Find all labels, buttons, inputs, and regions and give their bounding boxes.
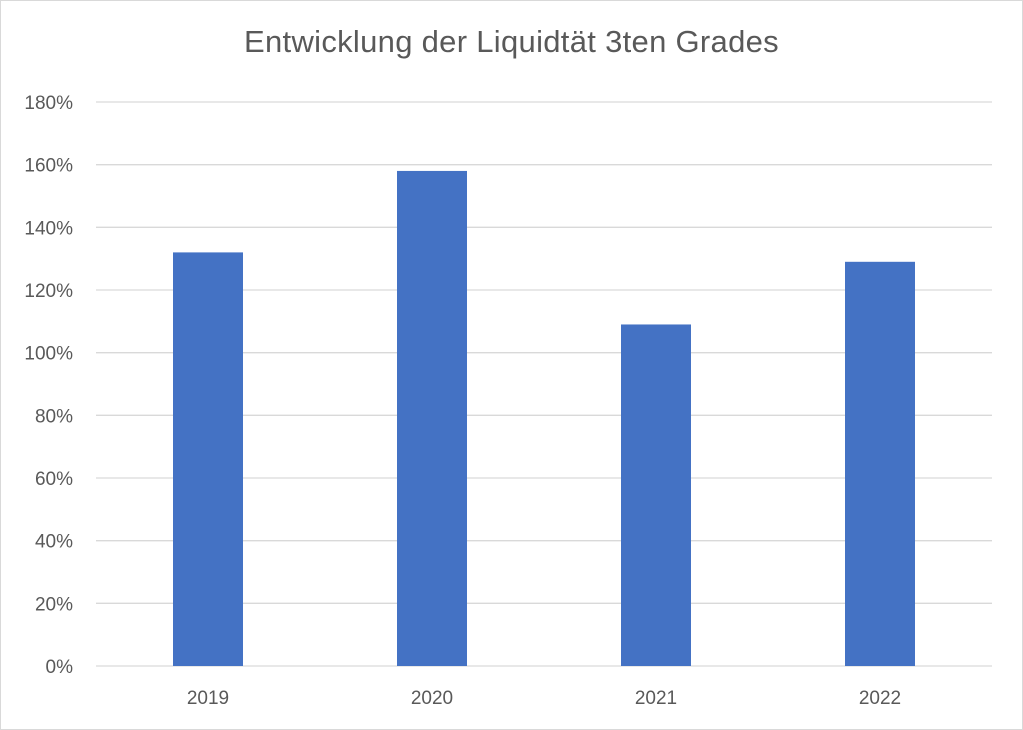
x-tick-label: 2020	[411, 688, 453, 709]
y-tick-label: 80%	[35, 406, 73, 427]
bar-2019	[173, 252, 243, 666]
bars	[173, 170, 915, 666]
chart-title: Entwicklung der Liquidtät 3ten Grades	[244, 24, 779, 59]
x-tick-label: 2019	[187, 688, 229, 709]
gridlines	[96, 101, 992, 667]
y-tick-label: 100%	[24, 344, 73, 365]
y-tick-label: 120%	[24, 281, 73, 302]
y-tick-label: 180%	[24, 93, 73, 114]
y-tick-label: 140%	[24, 218, 73, 239]
y-axis-ticks: 0% 20% 40% 60% 80% 100% 120% 140% 160% 180%	[24, 93, 73, 678]
y-tick-label: 0%	[46, 657, 74, 678]
bar-2021	[621, 324, 691, 666]
bar-2020	[397, 170, 467, 666]
x-tick-label: 2022	[859, 688, 901, 709]
x-tick-label: 2021	[635, 688, 677, 709]
x-axis-ticks: 2019 2020 2021 2022	[187, 688, 901, 709]
y-tick-label: 40%	[35, 532, 73, 553]
y-tick-label: 60%	[35, 469, 73, 490]
bar-2022	[845, 261, 915, 666]
y-tick-label: 160%	[24, 156, 73, 177]
y-tick-label: 20%	[35, 594, 73, 615]
